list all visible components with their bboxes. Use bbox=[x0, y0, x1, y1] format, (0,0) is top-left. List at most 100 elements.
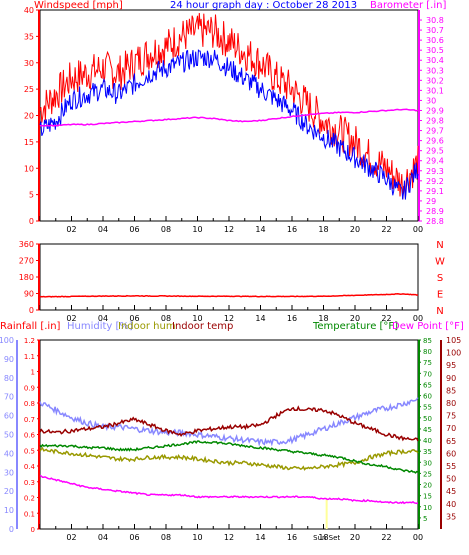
wind-direction-x-tick-label: 04 bbox=[98, 314, 108, 323]
weather-x-tick-label: 04 bbox=[98, 533, 108, 542]
compass-label-w: W bbox=[435, 257, 445, 268]
graph-title: 24 hour graph day : October 28 2013 bbox=[170, 0, 358, 11]
temperature-y-tick-label: 60 bbox=[423, 393, 432, 401]
compass-label-n: N bbox=[436, 240, 443, 251]
dewpoint-y-tick-label: 100 bbox=[446, 349, 461, 358]
dewpoint-y-tick-label: 90 bbox=[446, 374, 456, 383]
humidity-y-tick-label: 90 bbox=[4, 355, 14, 364]
windspeed-x-tick-label: 04 bbox=[98, 225, 108, 234]
humidity-y-tick-label: 70 bbox=[4, 393, 14, 402]
wind-direction-x-tick-label: 02 bbox=[66, 314, 76, 323]
weather-x-tick-label: 20 bbox=[350, 533, 360, 542]
temperature-y-tick-label: 75 bbox=[423, 359, 432, 367]
temperature-y-tick-label: 65 bbox=[423, 381, 432, 389]
barometer-series-line bbox=[39, 108, 419, 127]
weather-x-tick-label: 14 bbox=[255, 533, 265, 542]
rainfall-y-tick-label: 0.9 bbox=[24, 384, 35, 392]
wind-direction-y-tick-label: 270 bbox=[19, 257, 34, 266]
wind-direction-y-tick-label: 90 bbox=[24, 290, 34, 299]
windspeed-y-tick-label: 25 bbox=[24, 85, 34, 94]
rainfall-y-tick-label: 1 bbox=[31, 369, 35, 377]
windspeed-y-tick-label: 35 bbox=[24, 32, 34, 41]
windspeed-x-tick-label: 12 bbox=[224, 225, 234, 234]
dewpoint-y-tick-label: 40 bbox=[446, 500, 456, 509]
barometer-y-tick-label: 30.4 bbox=[426, 56, 444, 65]
wind-direction-x-tick-label: 10 bbox=[192, 314, 202, 323]
windspeed-x-tick-label: 14 bbox=[255, 225, 265, 234]
windspeed-x-tick-label: 00 bbox=[413, 225, 423, 234]
humidity-y-tick-label: 0 bbox=[9, 525, 14, 534]
windspeed-x-tick-label: 02 bbox=[66, 225, 76, 234]
rainfall-y-tick-label: 0.2 bbox=[24, 495, 35, 503]
temperature-y-tick-label: 15 bbox=[423, 493, 432, 501]
dewpoint-y-tick-label: 50 bbox=[446, 475, 456, 484]
temperature-y-tick-label: 85 bbox=[423, 337, 432, 345]
barometer-y-tick-label: 30.8 bbox=[426, 16, 444, 25]
wind-direction-x-tick-label: 00 bbox=[413, 314, 423, 323]
windspeed-y-tick-label: 5 bbox=[29, 191, 34, 200]
barometer-y-tick-label: 29.3 bbox=[426, 167, 444, 176]
windspeed-y-tick-label: 40 bbox=[24, 6, 34, 15]
barometer-y-tick-label: 30 bbox=[426, 96, 436, 105]
humidity-y-tick-label: 50 bbox=[4, 431, 14, 440]
dewpoint-y-tick-label: 80 bbox=[446, 399, 456, 408]
windspeed-y-tick-label: 0 bbox=[29, 217, 34, 226]
rainfall-y-tick-label: 1.2 bbox=[24, 337, 35, 345]
wind-direction-x-tick-label: 16 bbox=[287, 314, 297, 323]
dewpoint-y-tick-label: 65 bbox=[446, 437, 456, 446]
wind-direction-y-tick-label: 180 bbox=[19, 273, 34, 282]
rainfall-y-tick-label: 0.6 bbox=[24, 432, 36, 440]
wind-direction-plot-frame bbox=[39, 243, 419, 311]
humidity-y-tick-label: 100 bbox=[0, 336, 14, 345]
windspeed-x-tick-label: 08 bbox=[161, 225, 171, 234]
rainfall-y-tick-label: 0.1 bbox=[24, 510, 35, 518]
weather-x-tick-label: 06 bbox=[129, 533, 139, 542]
series-line-indoor-hum bbox=[39, 446, 419, 471]
temperature-y-tick-label: 25 bbox=[423, 470, 432, 478]
indoor-hum-legend: Indoor hum bbox=[118, 321, 176, 332]
humidity-y-tick-label: 40 bbox=[4, 449, 14, 458]
rainfall-y-tick-label: 0 bbox=[31, 526, 35, 534]
barometer-y-tick-label: 29.7 bbox=[426, 127, 444, 136]
rainfall-y-tick-label: 0.4 bbox=[24, 463, 36, 471]
wind-direction-series-line bbox=[39, 293, 419, 298]
temperature-y-tick-label: 40 bbox=[423, 437, 432, 445]
barometer-y-tick-label: 29.6 bbox=[426, 137, 444, 146]
dewpoint-y-tick-label: 55 bbox=[446, 462, 456, 471]
temperature-y-tick-label: 55 bbox=[423, 404, 432, 412]
wind-direction-x-tick-label: 20 bbox=[350, 314, 360, 323]
wind-direction-x-tick-label: 12 bbox=[224, 314, 234, 323]
humidity-y-tick-label: 10 bbox=[4, 506, 14, 515]
windspeed-x-tick-label: 06 bbox=[129, 225, 139, 234]
temperature-y-tick-label: 10 bbox=[423, 504, 432, 512]
temperature-y-tick-label: 80 bbox=[423, 348, 432, 356]
windspeed-y-tick-label: 10 bbox=[24, 164, 34, 173]
weather-x-tick-label: 08 bbox=[161, 533, 171, 542]
wind-direction-x-tick-label: 14 bbox=[255, 314, 265, 323]
series-line-indoor-temp bbox=[39, 405, 419, 442]
windspeed-x-tick-label: 18 bbox=[318, 225, 328, 234]
barometer-y-tick-label: 30.7 bbox=[426, 26, 444, 35]
compass-label-n: N bbox=[436, 306, 443, 317]
temperature-y-tick-label: 35 bbox=[423, 448, 432, 456]
barometer-y-tick-label: 29.5 bbox=[426, 147, 444, 156]
compass-label-s: S bbox=[437, 273, 443, 284]
humidity-y-tick-label: 30 bbox=[4, 468, 14, 477]
rainfall-y-tick-label: 0.5 bbox=[24, 447, 35, 455]
rainfall-y-tick-label: 0.8 bbox=[24, 400, 35, 408]
dewpoint-legend: Dew Point [°F] bbox=[392, 321, 464, 332]
series-line-humidity- bbox=[39, 397, 419, 447]
dewpoint-y-tick-label: 75 bbox=[446, 412, 456, 421]
temperature-y-tick-label: 20 bbox=[423, 482, 432, 490]
windspeed-x-tick-label: 10 bbox=[192, 225, 202, 234]
windspeed-y-tick-label: 20 bbox=[24, 112, 34, 121]
temperature-y-tick-label: 70 bbox=[423, 370, 432, 378]
barometer-y-tick-label: 30.3 bbox=[426, 66, 444, 75]
temperature-y-tick-label: 50 bbox=[423, 415, 432, 423]
weather-x-tick-label: 02 bbox=[66, 533, 76, 542]
dewpoint-y-tick-label: 45 bbox=[446, 487, 456, 496]
indoor-temp-legend: Indoor temp bbox=[172, 321, 234, 332]
humidity-y-tick-label: 60 bbox=[4, 412, 14, 421]
humidity-y-tick-label: 20 bbox=[4, 487, 14, 496]
